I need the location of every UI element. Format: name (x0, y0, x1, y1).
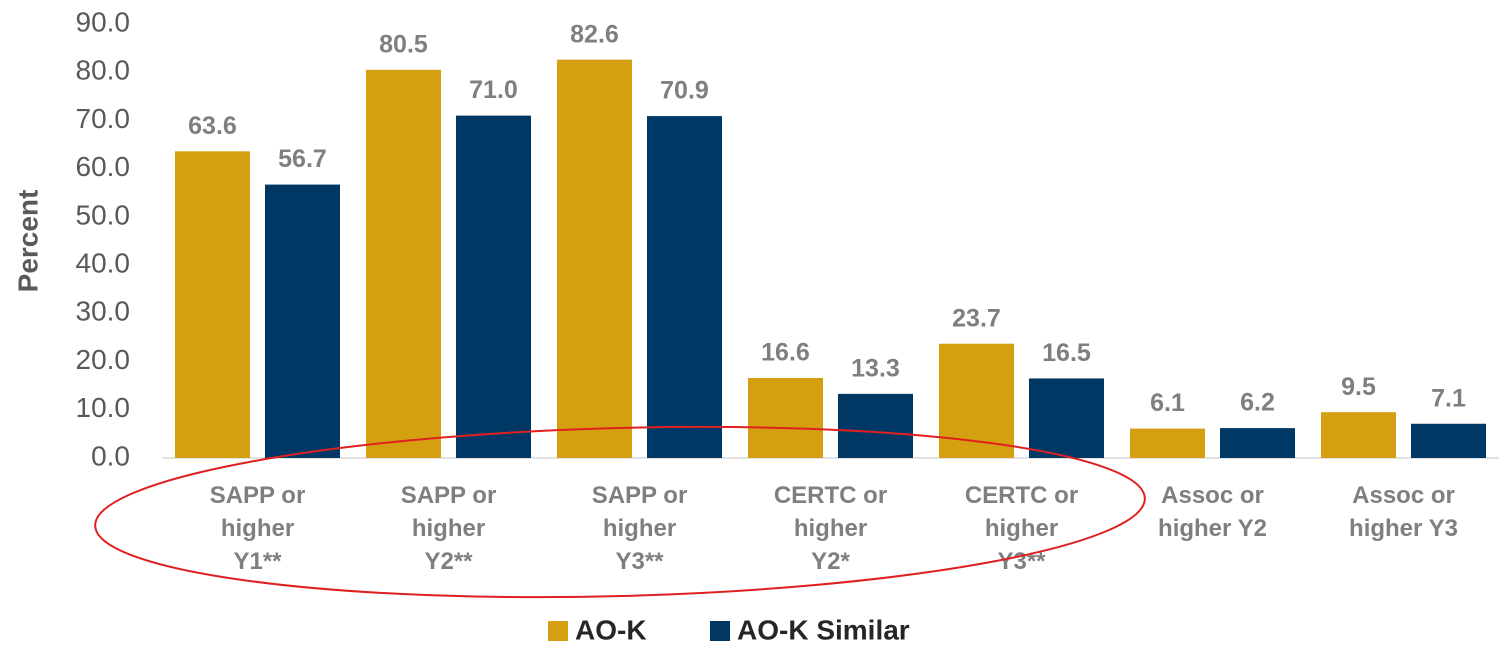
data-label: 6.1 (1150, 389, 1185, 417)
legend-swatch (710, 621, 730, 641)
y-tick-label: 70.0 (76, 103, 131, 134)
data-label: 70.9 (660, 77, 709, 105)
x-tick-label: CERTC or higher Y2* (774, 482, 887, 575)
bar (1130, 428, 1205, 458)
data-label: 9.5 (1341, 373, 1376, 401)
legend-swatch (548, 621, 568, 641)
data-label: 7.1 (1431, 384, 1466, 412)
x-tick-label: Assoc or higher Y2 (1158, 482, 1267, 542)
bar (748, 377, 823, 458)
y-tick-label: 80.0 (76, 55, 131, 86)
data-label: 56.7 (278, 145, 327, 173)
legend-label: AO-K (575, 614, 647, 645)
y-tick-label: 20.0 (76, 344, 131, 375)
bar (456, 115, 531, 458)
data-label: 6.2 (1240, 389, 1275, 417)
x-tick-label: SAPP or higher Y3** (592, 482, 688, 575)
y-tick-label: 10.0 (76, 392, 131, 423)
bar (1220, 428, 1295, 458)
y-tick-label: 30.0 (76, 296, 131, 327)
data-label: 16.5 (1042, 339, 1091, 367)
x-tick-label: Assoc or higher Y3 (1349, 482, 1458, 542)
x-tick-label: SAPP or higher Y2** (401, 482, 497, 575)
data-label: 63.6 (188, 112, 237, 140)
x-tick-label: SAPP or higher Y1** (210, 482, 306, 575)
bar (1321, 412, 1396, 458)
annotation-ellipse (94, 425, 1146, 599)
data-label: 80.5 (379, 30, 428, 58)
legend-label: AO-K Similar (737, 614, 910, 645)
y-tick-label: 60.0 (76, 151, 131, 182)
bar (838, 393, 913, 458)
bar (366, 69, 441, 459)
bar (1411, 423, 1486, 458)
data-label: 82.6 (570, 20, 619, 48)
data-label: 16.6 (761, 339, 810, 367)
data-label: 71.0 (469, 76, 518, 104)
data-label: 13.3 (851, 354, 900, 382)
y-tick-label: 50.0 (76, 199, 131, 230)
bar (647, 116, 722, 459)
y-axis-label: Percent (12, 190, 43, 293)
plot: 0.0 10.0 20.0 30.0 40.0 50.0 60.0 70.0 80.0 90.0 S… (76, 6, 1499, 645)
bar (175, 151, 250, 458)
bar (557, 59, 632, 458)
bar (265, 184, 340, 458)
y-tick-label: 0.0 (91, 440, 130, 471)
x-tick-label: CERTC or higher Y3** (965, 482, 1078, 575)
bar (1029, 378, 1104, 458)
data-label: 23.7 (952, 304, 1001, 332)
y-tick-label: 40.0 (76, 248, 131, 279)
y-tick-label: 90.0 (76, 6, 131, 37)
